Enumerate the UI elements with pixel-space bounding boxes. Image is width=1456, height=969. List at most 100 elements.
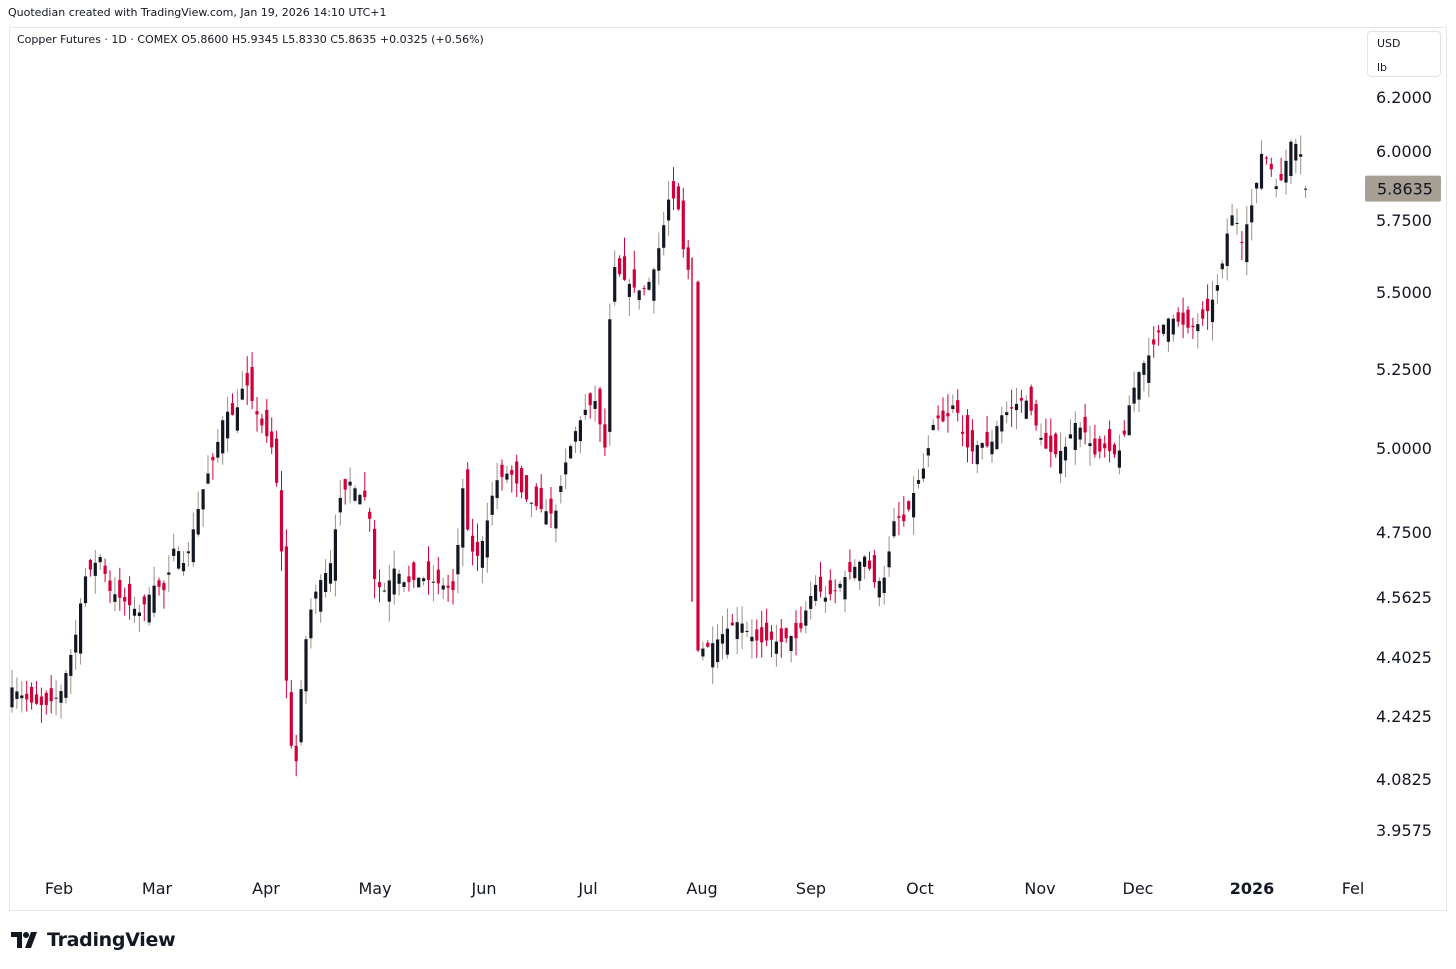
time-axis-label: Mar bbox=[142, 879, 173, 898]
candle bbox=[216, 429, 220, 463]
change-value: +0.0325 (+0.56%) bbox=[379, 33, 484, 46]
candle bbox=[25, 680, 29, 712]
candle bbox=[823, 585, 827, 613]
candle bbox=[1122, 420, 1126, 437]
candle bbox=[1225, 218, 1229, 281]
candle bbox=[103, 558, 107, 583]
last-price-marker: 5.8635 bbox=[1365, 175, 1441, 202]
candle bbox=[667, 181, 671, 236]
time-axis-label: Dec bbox=[1123, 879, 1154, 898]
candle bbox=[358, 493, 362, 505]
candle bbox=[573, 426, 578, 453]
candle bbox=[921, 453, 925, 483]
candle bbox=[1152, 326, 1156, 358]
candle bbox=[1161, 324, 1166, 337]
candle bbox=[534, 483, 538, 511]
candle bbox=[441, 577, 445, 600]
candle bbox=[461, 478, 465, 567]
candle bbox=[10, 669, 14, 713]
time-axis-label: 2026 bbox=[1230, 879, 1275, 898]
time-axis-label: Fel bbox=[1342, 879, 1365, 898]
candle bbox=[863, 554, 867, 580]
candle bbox=[15, 677, 19, 710]
candle bbox=[186, 541, 190, 567]
candle bbox=[1088, 425, 1092, 467]
candle bbox=[392, 550, 396, 605]
candle bbox=[1063, 436, 1068, 478]
candle bbox=[353, 485, 357, 503]
candle bbox=[1078, 422, 1082, 448]
candle bbox=[1157, 324, 1161, 346]
candle bbox=[907, 500, 911, 512]
candle bbox=[1255, 181, 1259, 204]
candle bbox=[946, 394, 950, 433]
candle bbox=[799, 606, 803, 633]
candle bbox=[1108, 420, 1112, 463]
candle bbox=[701, 641, 705, 661]
candle bbox=[789, 635, 793, 663]
candle bbox=[1132, 371, 1136, 413]
candle bbox=[961, 415, 965, 447]
candle bbox=[1010, 389, 1014, 427]
candle bbox=[206, 455, 210, 485]
candle bbox=[1039, 423, 1043, 446]
currency-unit-selector[interactable]: USD lb bbox=[1367, 31, 1441, 77]
currency-label: USD bbox=[1377, 37, 1401, 50]
candle bbox=[1240, 231, 1244, 261]
candle bbox=[490, 481, 494, 526]
candle bbox=[794, 610, 798, 656]
candle bbox=[294, 734, 298, 777]
candle bbox=[720, 615, 725, 660]
high-value: H5.9345 bbox=[231, 33, 279, 46]
price-axis-label: 5.5000 bbox=[1376, 283, 1432, 302]
time-axis-label: Aug bbox=[686, 879, 717, 898]
candle bbox=[1019, 389, 1023, 413]
candle bbox=[250, 352, 254, 410]
candle bbox=[539, 474, 543, 513]
candle bbox=[309, 598, 313, 649]
candle bbox=[284, 529, 288, 699]
candle bbox=[299, 679, 303, 746]
candle bbox=[436, 556, 440, 595]
price-axis-label: 3.9575 bbox=[1376, 821, 1432, 840]
candle bbox=[79, 597, 83, 665]
candle bbox=[412, 561, 416, 588]
candle bbox=[456, 528, 460, 594]
candle bbox=[814, 575, 818, 606]
candle bbox=[500, 459, 504, 491]
candle bbox=[735, 606, 739, 655]
candle bbox=[1142, 360, 1146, 392]
candle bbox=[240, 371, 244, 401]
candle bbox=[848, 549, 852, 580]
candle bbox=[201, 489, 205, 528]
candle bbox=[373, 519, 377, 599]
candle bbox=[289, 679, 293, 749]
candle bbox=[652, 267, 656, 314]
candle bbox=[902, 495, 906, 527]
price-axis-label: 6.0000 bbox=[1376, 142, 1432, 161]
candle bbox=[1093, 424, 1097, 458]
time-axis-label: Apr bbox=[252, 879, 280, 898]
candle bbox=[118, 567, 122, 611]
candle bbox=[142, 594, 146, 622]
candle bbox=[515, 454, 519, 498]
candle bbox=[867, 551, 872, 571]
candle bbox=[1294, 138, 1298, 174]
time-axis-label: Feb bbox=[45, 879, 73, 898]
symbol-legend: Copper Futures · 1D · COMEX O5.8600 H5.9… bbox=[17, 33, 484, 46]
candle bbox=[965, 409, 970, 463]
candle bbox=[475, 523, 480, 572]
candle bbox=[858, 560, 862, 590]
candle bbox=[333, 514, 337, 597]
candle bbox=[123, 587, 127, 616]
price-axis-label: 4.4025 bbox=[1376, 648, 1432, 667]
candle bbox=[985, 415, 989, 448]
candle bbox=[172, 533, 176, 562]
candle bbox=[760, 610, 764, 658]
candle bbox=[980, 442, 984, 460]
candle bbox=[1054, 432, 1058, 458]
candle bbox=[20, 681, 24, 713]
candle bbox=[1000, 406, 1004, 444]
candle bbox=[196, 491, 200, 537]
